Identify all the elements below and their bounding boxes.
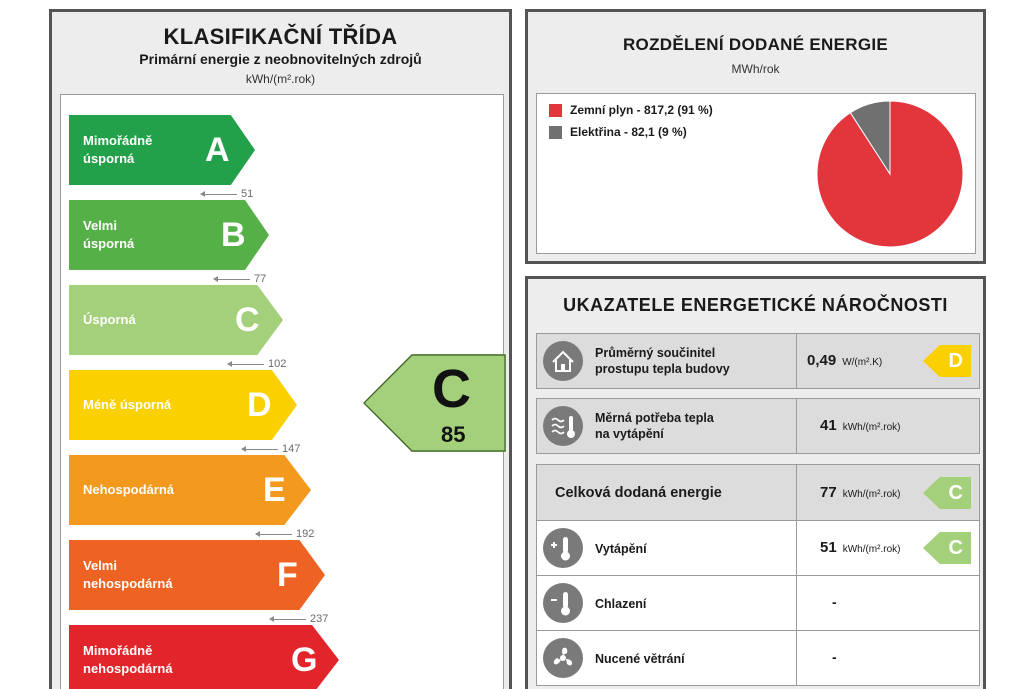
class-badge-c: C	[923, 532, 971, 564]
class-label: Nehospodárná	[83, 482, 175, 497]
class-label: Mimořádně	[83, 133, 153, 148]
class-letter: F	[277, 555, 298, 594]
energy-split-title: ROZDĚLENÍ DODANÉ ENERGIE	[622, 35, 889, 54]
energy-split-unit: MWh/rok	[731, 62, 780, 76]
indicator-value: 0,49 W/(m².K)	[807, 352, 883, 369]
indicator-value: -	[832, 594, 837, 610]
indicator-label: Chlazení	[595, 597, 647, 611]
class-bar-g: Mimořádně nehospodárná G	[69, 625, 339, 689]
pie-slice-elektřina	[849, 100, 891, 176]
classification-unit: kWh/(m².rok)	[245, 72, 316, 86]
legend-label: Zemní plyn - 817,2 (91 %)	[570, 103, 713, 117]
class-label: Velmi	[83, 218, 117, 233]
class-label: Velmi	[83, 558, 117, 573]
energy-split-panel: ROZDĚLENÍ DODANÉ ENERGIE MWh/rok Zemní p…	[525, 9, 986, 264]
current-class-outline	[363, 354, 506, 452]
class-label: Méně úsporná	[83, 397, 172, 412]
class-letter: A	[205, 130, 230, 169]
indicator-row-total-energy: Celková dodaná energie 77 kWh/(m².rok) C	[536, 464, 980, 521]
indicator-row-cooling: Chlazení -	[536, 575, 980, 631]
indicator-label: Měrná potřeba tepla na vytápění	[595, 411, 714, 441]
indicator-value: 41 kWh/(m².rok)	[820, 417, 901, 434]
class-bar-c: Úsporná C	[69, 285, 283, 355]
current-class-letter: C	[432, 359, 471, 419]
indicator-value: 77 kWh/(m².rok)	[820, 484, 901, 501]
indicator-row-ventilation: Nucené větrání -	[536, 630, 980, 686]
thermometer-minus-icon	[543, 583, 583, 623]
heat-demand-icon	[543, 406, 583, 446]
class-letter: C	[235, 300, 260, 339]
class-bar-e: Nehospodárná E	[69, 455, 311, 525]
class-threshold: 102	[227, 358, 286, 370]
indicator-label: Celková dodaná energie	[555, 485, 722, 501]
indicator-label: Průměrný součinitel prostupu tepla budovy	[595, 346, 730, 376]
indicator-value: 51 kWh/(m².rok)	[820, 539, 901, 556]
class-threshold: 237	[269, 613, 328, 625]
class-bar-b: Velmi úsporná B	[69, 200, 269, 270]
class-letter: D	[247, 385, 272, 424]
indicator-value: -	[832, 649, 837, 665]
class-label: Úsporná	[83, 312, 136, 327]
class-threshold: 192	[255, 528, 314, 540]
indicators-panel: UKAZATELE ENERGETICKÉ NÁROČNOSTI Průměrn…	[525, 276, 986, 689]
classification-title: KLASIFIKAČNÍ TŘÍDA	[163, 24, 398, 49]
energy-split-chart-area: Zemní plyn - 817,2 (91 %) Elektřina - 82…	[536, 93, 976, 254]
legend-item-electricity: Elektřina - 82,1 (9 %)	[549, 125, 687, 139]
indicators-table: Průměrný součinitel prostupu tepla budovy…	[536, 333, 980, 689]
indicator-label: Vytápění	[595, 542, 647, 556]
indicator-row-heating: Vytápění 51 kWh/(m².rok) C	[536, 520, 980, 576]
house-icon	[543, 341, 583, 381]
class-label: Mimořádně	[83, 643, 153, 658]
class-bar-f: Velmi nehospodárná F	[69, 540, 325, 610]
class-badge-d: D	[923, 345, 971, 377]
class-letter: G	[291, 640, 318, 679]
indicator-label: Nucené větrání	[595, 652, 685, 666]
class-letter: E	[263, 470, 286, 509]
class-threshold: 77	[213, 273, 266, 285]
class-label: úsporná	[83, 236, 135, 251]
legend-label: Elektřina - 82,1 (9 %)	[570, 125, 687, 139]
thermometer-plus-icon	[543, 528, 583, 568]
class-badge-c: C	[923, 477, 971, 509]
legend-item-gas: Zemní plyn - 817,2 (91 %)	[549, 103, 713, 117]
fan-icon	[543, 638, 583, 678]
classification-subtitle: Primární energie z neobnovitelných zdroj…	[139, 51, 422, 67]
class-threshold: 147	[241, 443, 300, 455]
class-letter: B	[221, 215, 246, 254]
legend-swatch	[549, 125, 562, 139]
class-label: nehospodárná	[83, 576, 173, 591]
class-label: nehospodárná	[83, 661, 173, 676]
classification-panel: KLASIFIKAČNÍ TŘÍDA Primární energie z ne…	[49, 9, 512, 689]
energy-pie-chart	[816, 100, 964, 248]
current-class-value: 85	[441, 422, 466, 447]
indicator-row-heat-transfer: Průměrný součinitel prostupu tepla budovy…	[536, 333, 980, 389]
indicator-row-heat-demand: Měrná potřeba tepla na vytápění 41 kWh/(m²…	[536, 398, 980, 454]
class-bar-a: Mimořádně úsporná A	[69, 115, 255, 185]
class-label: úsporná	[83, 151, 135, 166]
class-bar-d: Méně úsporná D	[69, 370, 297, 440]
legend-swatch	[549, 103, 562, 117]
class-threshold: 51	[200, 188, 253, 200]
classification-scale: Mimořádně úsporná A 51 Velmi úsporná B 77 …	[60, 94, 506, 689]
indicators-title: UKAZATELE ENERGETICKÉ NÁROČNOSTI	[563, 295, 948, 315]
